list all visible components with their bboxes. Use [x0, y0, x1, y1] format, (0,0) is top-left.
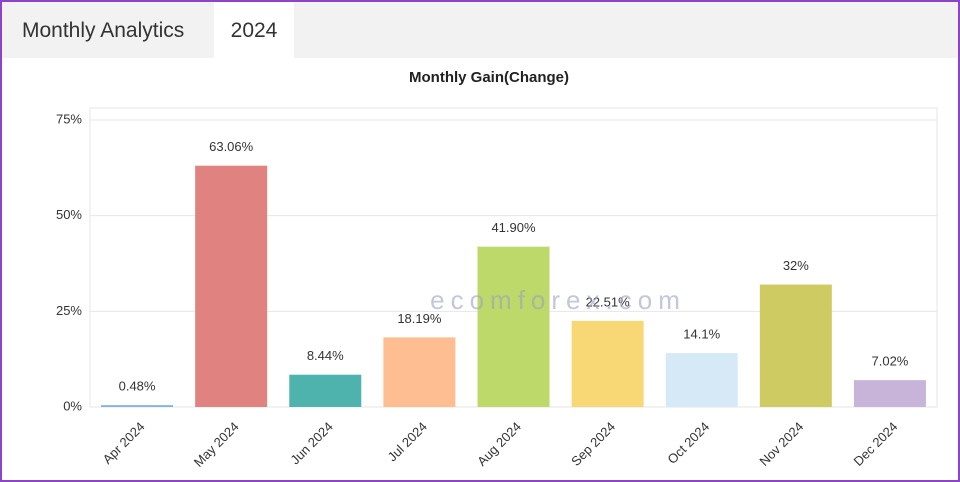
x-tick-label: Dec 2024	[851, 419, 901, 469]
data-label: 63.06%	[209, 139, 254, 154]
y-tick-label: 0%	[63, 398, 82, 413]
watermark: ecomforex.com	[430, 285, 686, 315]
bar	[289, 374, 362, 407]
bar	[665, 353, 738, 407]
data-label: 7.02%	[872, 354, 909, 369]
data-label: 41.90%	[491, 220, 536, 235]
bar	[571, 320, 644, 407]
data-label: 18.19%	[397, 311, 442, 326]
tab[interactable]: Monthly Analytics	[22, 19, 185, 42]
data-label: 14.1%	[683, 326, 720, 341]
data-label: 22.51%	[586, 294, 631, 309]
bar	[101, 405, 174, 407]
x-tick-label: Apr 2024	[100, 419, 148, 467]
bar	[853, 380, 926, 407]
bar	[195, 165, 268, 407]
y-tick-label: 75%	[56, 111, 82, 126]
bar	[477, 246, 550, 407]
x-tick-label: Sep 2024	[568, 419, 618, 469]
x-tick-label: Nov 2024	[756, 419, 806, 469]
data-label: 32%	[783, 258, 809, 273]
chart-title: Monthly Gain(Change)	[409, 69, 569, 86]
data-label: 8.44%	[307, 348, 344, 363]
y-tick-label: 25%	[56, 303, 82, 318]
x-tick-label: Jul 2024	[385, 419, 430, 464]
bar	[759, 284, 832, 407]
x-tick-label: Aug 2024	[474, 419, 524, 469]
y-tick-label: 50%	[56, 207, 82, 222]
tab[interactable]: 2024	[214, 2, 294, 58]
x-tick-label: Jun 2024	[287, 419, 335, 467]
x-tick-label: Oct 2024	[664, 419, 712, 467]
data-label: 0.48%	[119, 379, 156, 394]
tab-bar: Monthly Analytics 2024	[2, 2, 958, 58]
bar	[383, 337, 456, 407]
x-tick-label: May 2024	[191, 419, 242, 470]
